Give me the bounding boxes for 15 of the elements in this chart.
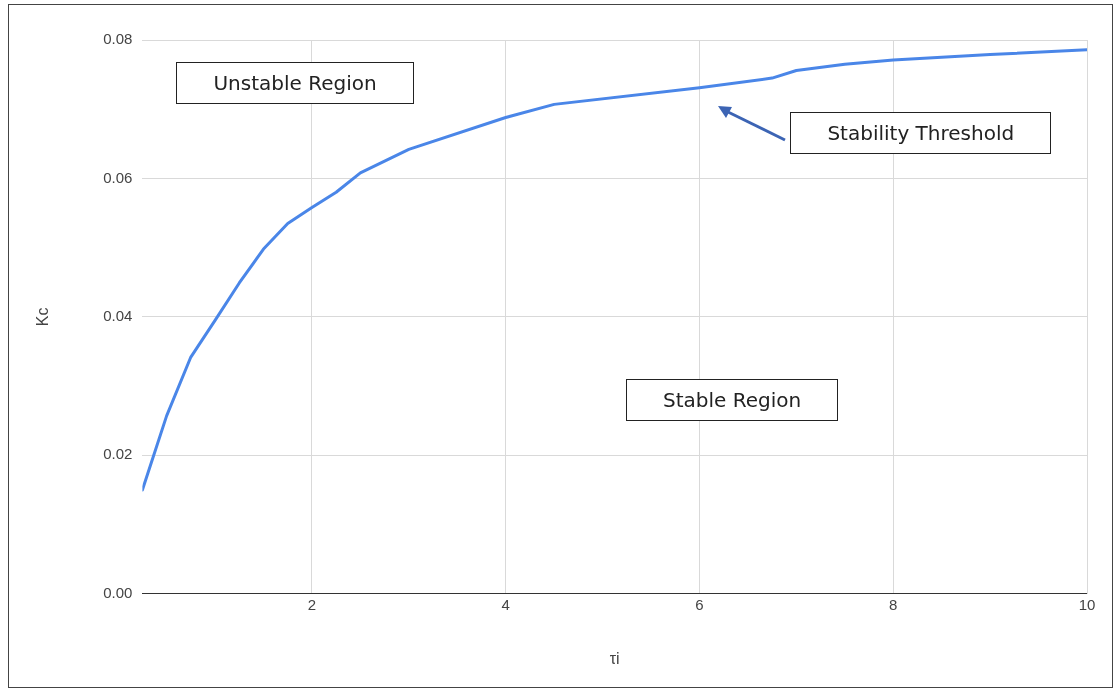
x-tick-label: 6 (695, 595, 704, 613)
x-tick-label: 4 (501, 595, 510, 613)
y-tick-label: 0.06 (103, 168, 133, 186)
y-tick-label: 0.08 (103, 30, 133, 48)
x-tick-label: 2 (307, 595, 317, 613)
x-tick-label: 8 (889, 595, 898, 613)
y-tick-label: 0.00 (103, 583, 133, 601)
text-box: Unstable Region (176, 62, 414, 105)
text-box: Stable Region (626, 379, 839, 422)
y-axis-title: Kc (34, 307, 52, 327)
x-axis-title: τi (609, 649, 620, 667)
y-tick-label: 0.04 (103, 307, 133, 325)
y-tick-label: 0.02 (103, 445, 133, 463)
text-box: Stability Threshold (790, 112, 1052, 154)
x-tick-label: 10 (1078, 595, 1096, 613)
